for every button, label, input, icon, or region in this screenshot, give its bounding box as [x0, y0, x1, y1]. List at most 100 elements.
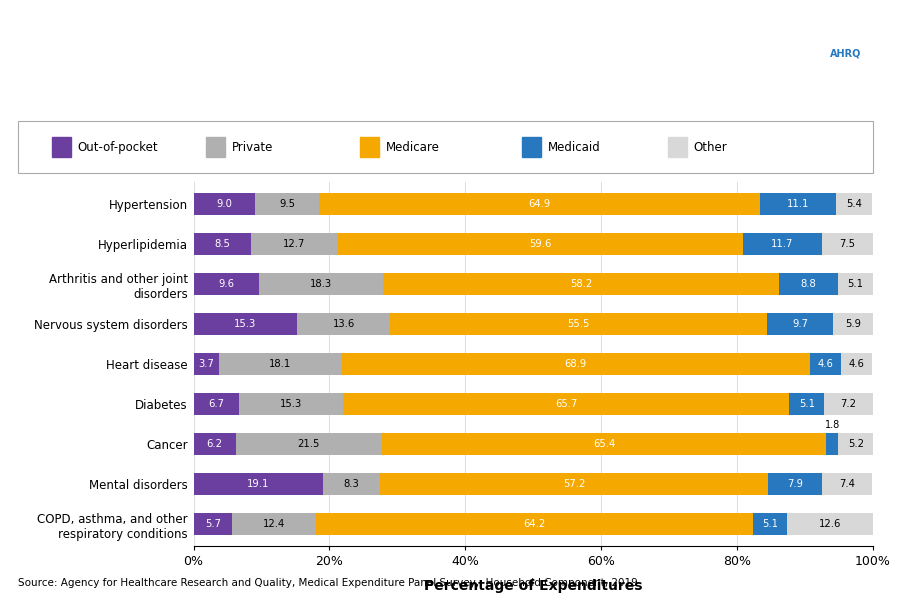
Bar	[323, 473, 380, 495]
Bar	[842, 353, 872, 375]
Bar	[343, 393, 789, 415]
Bar	[298, 313, 390, 335]
Bar	[194, 313, 298, 335]
Text: 5.1: 5.1	[848, 279, 864, 289]
Bar	[778, 273, 838, 295]
Text: 3.7: 3.7	[198, 359, 214, 369]
Text: 4.6: 4.6	[817, 359, 833, 369]
Text: 18.3: 18.3	[310, 279, 332, 289]
Bar	[255, 193, 320, 215]
Bar	[788, 514, 873, 535]
Bar	[767, 313, 832, 335]
Text: 18.1: 18.1	[269, 359, 292, 369]
Bar	[383, 273, 778, 295]
Bar	[194, 193, 255, 215]
Bar	[742, 233, 822, 255]
Bar	[522, 137, 541, 157]
Bar	[760, 193, 835, 215]
Text: 64.2: 64.2	[524, 519, 545, 529]
Bar	[838, 273, 873, 295]
Text: 12.4: 12.4	[263, 519, 285, 529]
Text: 5.9: 5.9	[845, 319, 861, 329]
Bar	[317, 514, 752, 535]
Bar	[206, 137, 225, 157]
Text: AHRQ: AHRQ	[831, 49, 861, 58]
Bar	[251, 233, 338, 255]
Bar	[338, 233, 742, 255]
Bar	[194, 393, 239, 415]
Text: 64.9: 64.9	[528, 199, 551, 209]
Text: 6.7: 6.7	[208, 399, 224, 409]
Bar	[382, 433, 826, 455]
Text: 12.6: 12.6	[819, 519, 842, 529]
Text: 7.4: 7.4	[839, 480, 855, 489]
Bar	[194, 433, 236, 455]
Bar	[838, 433, 874, 455]
Text: 12.7: 12.7	[284, 239, 306, 249]
Bar	[360, 137, 379, 157]
Bar	[232, 514, 317, 535]
FancyBboxPatch shape	[18, 121, 873, 173]
Bar	[668, 137, 687, 157]
Text: Figure 5. Percentage of treatment expenditures for different payment: Figure 5. Percentage of treatment expend…	[5, 35, 751, 55]
Bar	[194, 514, 232, 535]
Text: 5.4: 5.4	[846, 199, 862, 209]
Text: Medicare: Medicare	[386, 141, 439, 154]
Bar	[219, 353, 342, 375]
Text: 5.7: 5.7	[205, 519, 220, 529]
Bar	[752, 514, 788, 535]
Bar	[194, 353, 219, 375]
Text: Medicaid: Medicaid	[548, 141, 601, 154]
Text: 9.6: 9.6	[218, 279, 234, 289]
Bar	[835, 193, 872, 215]
Text: 68.9: 68.9	[564, 359, 587, 369]
Text: 9.7: 9.7	[792, 319, 808, 329]
Text: Source: Agency for Healthcare Research and Quality, Medical Expenditure Panel Su: Source: Agency for Healthcare Research a…	[18, 578, 638, 588]
Text: 59.6: 59.6	[529, 239, 551, 249]
Text: 4.6: 4.6	[849, 359, 865, 369]
Bar	[769, 473, 822, 495]
Bar	[380, 473, 769, 495]
Text: Other: Other	[694, 141, 727, 154]
Text: 8.5: 8.5	[214, 239, 230, 249]
Text: 65.7: 65.7	[555, 399, 578, 409]
X-axis label: Percentage of Expenditures: Percentage of Expenditures	[424, 580, 643, 594]
Text: 7.5: 7.5	[840, 239, 856, 249]
Text: 15.3: 15.3	[234, 319, 256, 329]
Bar	[390, 313, 767, 335]
Bar	[258, 273, 383, 295]
Bar	[826, 433, 838, 455]
Text: 5.1: 5.1	[798, 399, 814, 409]
Text: 9.0: 9.0	[216, 199, 232, 209]
Bar	[320, 193, 760, 215]
Text: 8.3: 8.3	[344, 480, 359, 489]
Text: 11.7: 11.7	[771, 239, 794, 249]
Text: 65.4: 65.4	[593, 439, 615, 449]
Text: 13.6: 13.6	[332, 319, 355, 329]
Text: 58.2: 58.2	[570, 279, 592, 289]
Text: 19.1: 19.1	[248, 480, 270, 489]
Bar	[789, 393, 824, 415]
Text: 5.1: 5.1	[762, 519, 778, 529]
Bar	[342, 353, 810, 375]
Bar	[824, 393, 873, 415]
Bar	[239, 393, 343, 415]
Text: 57.2: 57.2	[562, 480, 585, 489]
Bar	[194, 273, 258, 295]
Text: Private: Private	[232, 141, 273, 154]
Text: 8.8: 8.8	[801, 279, 816, 289]
Ellipse shape	[760, 50, 900, 139]
Bar	[822, 473, 872, 495]
Bar	[822, 233, 873, 255]
Bar	[236, 433, 382, 455]
Bar	[810, 353, 842, 375]
Text: 7.2: 7.2	[841, 399, 857, 409]
Text: sources by condition among older adults, 2019: sources by condition among older adults,…	[130, 76, 626, 95]
Text: 11.1: 11.1	[787, 199, 809, 209]
Text: 15.3: 15.3	[280, 399, 302, 409]
Bar	[832, 313, 873, 335]
Bar	[194, 473, 323, 495]
Text: Out-of-pocket: Out-of-pocket	[78, 141, 158, 154]
Text: 7.9: 7.9	[788, 480, 803, 489]
Text: 1.8: 1.8	[824, 421, 840, 430]
